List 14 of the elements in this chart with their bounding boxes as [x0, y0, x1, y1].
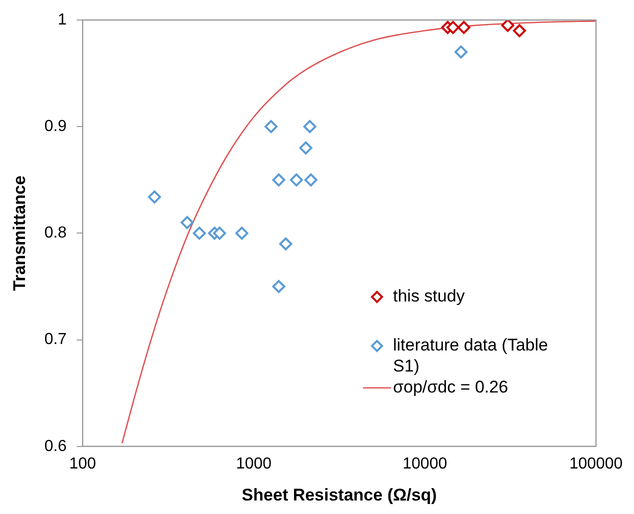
- legend-label: this study: [393, 286, 466, 306]
- x-axis-title: Sheet Resistance (Ω/sq): [242, 485, 437, 504]
- x-tick-label: 10000: [402, 455, 448, 472]
- x-tick-label: 100000: [569, 455, 623, 472]
- y-tick-label: 0.7: [44, 331, 67, 348]
- y-tick-label: 0.8: [44, 224, 67, 242]
- x-tick-label: 1000: [236, 455, 272, 472]
- legend-label: σop/σdc = 0.26: [393, 378, 508, 397]
- y-tick-label: 0.6: [44, 438, 67, 455]
- y-tick-label: 0.9: [44, 118, 67, 136]
- y-axis-title: Transmittance: [10, 176, 29, 291]
- y-tick-label: 1: [58, 11, 67, 28]
- legend-label: literature data (Table S1): [393, 336, 548, 376]
- x-tick-label: 100: [69, 455, 96, 472]
